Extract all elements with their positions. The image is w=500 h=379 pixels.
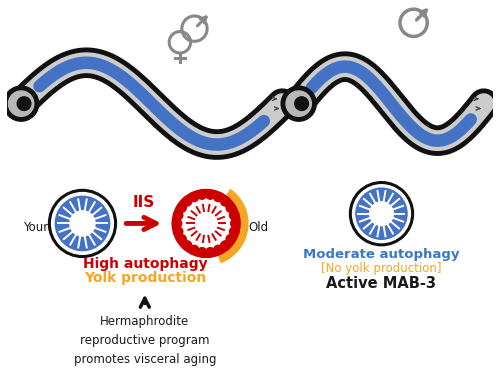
Circle shape — [17, 97, 31, 110]
Circle shape — [177, 203, 186, 212]
Circle shape — [286, 91, 312, 116]
Circle shape — [281, 86, 316, 121]
Circle shape — [206, 247, 215, 257]
Text: Hermaphrodite
reproductive program
promotes visceral aging: Hermaphrodite reproductive program promo… — [74, 315, 216, 366]
Circle shape — [198, 247, 206, 257]
Circle shape — [220, 241, 230, 250]
Circle shape — [190, 192, 198, 202]
Circle shape — [56, 196, 110, 251]
Text: IIS: IIS — [132, 195, 155, 210]
Wedge shape — [206, 189, 248, 263]
Circle shape — [186, 203, 226, 244]
Circle shape — [350, 183, 412, 245]
Circle shape — [177, 235, 186, 244]
Circle shape — [230, 211, 239, 220]
Circle shape — [206, 190, 215, 199]
Text: Moderate autophagy: Moderate autophagy — [303, 248, 460, 261]
Circle shape — [220, 197, 230, 206]
Circle shape — [194, 211, 219, 236]
Circle shape — [173, 190, 240, 257]
Circle shape — [50, 190, 116, 257]
Circle shape — [174, 211, 183, 220]
Circle shape — [295, 97, 308, 110]
Circle shape — [172, 219, 182, 228]
Text: Yolk production: Yolk production — [84, 271, 206, 285]
Circle shape — [226, 203, 235, 212]
Circle shape — [4, 86, 38, 121]
Circle shape — [8, 91, 34, 116]
Circle shape — [230, 219, 240, 228]
Circle shape — [214, 192, 223, 202]
Text: [No yolk production]: [No yolk production] — [321, 262, 442, 275]
Circle shape — [174, 227, 183, 236]
Circle shape — [190, 245, 198, 255]
Text: Active MAB-3: Active MAB-3 — [326, 276, 436, 291]
Circle shape — [214, 245, 223, 255]
Text: High autophagy: High autophagy — [82, 257, 207, 271]
Circle shape — [226, 235, 235, 244]
Text: Young: Young — [23, 221, 59, 234]
Text: Old: Old — [248, 221, 268, 234]
Circle shape — [370, 202, 394, 226]
Circle shape — [230, 227, 239, 236]
Circle shape — [198, 190, 206, 199]
Circle shape — [70, 211, 95, 236]
Circle shape — [182, 197, 192, 206]
Circle shape — [182, 241, 192, 250]
Circle shape — [356, 188, 407, 239]
